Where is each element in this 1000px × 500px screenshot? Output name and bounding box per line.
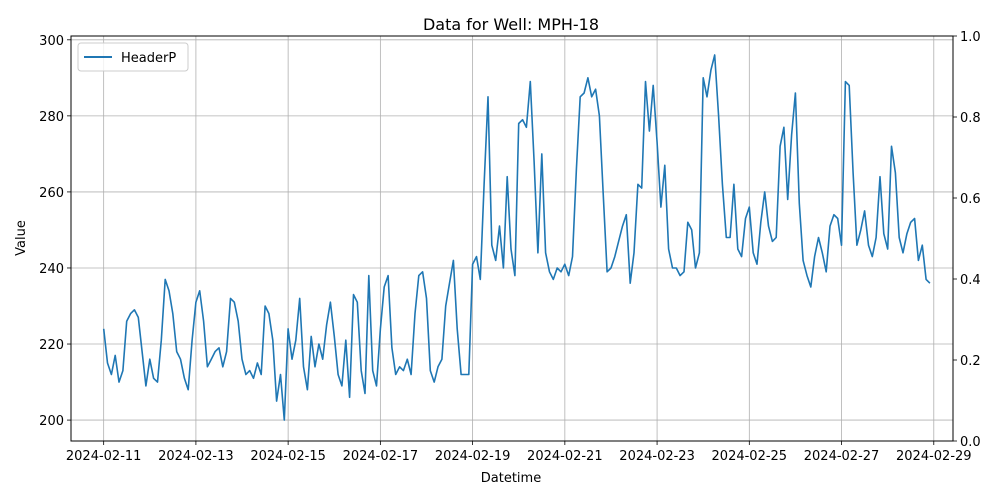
x-tick-label: 2024-02-19 [435,449,511,464]
legend-box [77,42,189,72]
x-axis: 2024-02-11 2024-02-13 2024-02-15 2024-02-17… [66,441,972,464]
y2-tick-label: 0.2 [960,354,981,369]
x-tick-label: 2024-02-21 [527,449,603,464]
legend: HeaderP [77,42,189,72]
y2-tick-label: 1.0 [960,30,981,45]
y-axis-right: 0.0 0.2 0.4 0.6 0.8 1.0 [953,30,981,450]
y-tick-label: 240 [39,262,64,277]
x-tick-label: 2024-02-13 [158,449,234,464]
x-tick-label: 2024-02-11 [66,449,142,464]
legend-label: HeaderP [121,51,176,66]
grid [71,36,953,441]
y2-tick-label: 0.0 [960,435,981,450]
y-axis-left: 200 220 240 260 280 300 [39,34,71,429]
y-axis-label: Value [14,220,29,256]
y2-tick-label: 0.8 [960,111,981,126]
x-tick-label: 2024-02-25 [712,449,788,464]
axes-frame [70,35,954,442]
x-tick-label: 2024-02-23 [619,449,695,464]
y-tick-label: 220 [39,338,64,353]
series-line-headerp [102,54,931,421]
plot-area [102,54,931,421]
y2-tick-label: 0.6 [960,192,981,207]
y-tick-label: 300 [39,34,64,49]
chart-title: Data for Well: MPH-18 [423,15,599,34]
y-tick-label: 260 [39,186,64,201]
x-axis-label: Datetime [481,471,541,486]
x-tick-label: 2024-02-29 [896,449,972,464]
y2-tick-label: 0.4 [960,273,981,288]
y-tick-label: 280 [39,110,64,125]
x-tick-label: 2024-02-15 [250,449,326,464]
x-tick-label: 2024-02-27 [804,449,880,464]
y-tick-label: 200 [39,414,64,429]
x-tick-label: 2024-02-17 [343,449,419,464]
